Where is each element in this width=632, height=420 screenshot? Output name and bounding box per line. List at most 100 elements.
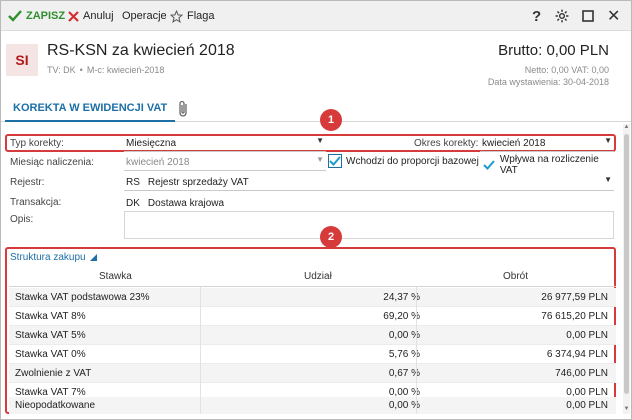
checkmark-icon [482, 158, 496, 172]
document-type-badge: SI [6, 44, 38, 76]
toolbar: ZAPISZ Anuluj Operacje Flaga ? ✕ [1, 1, 631, 31]
cell-obrot: 0,00 PLN [566, 330, 608, 341]
miesiac-naliczenia-select[interactable]: kwiecień 2018 ▼ [124, 155, 326, 171]
cell-obrot: 76 615,20 PLN [541, 311, 608, 322]
cell-udzial: 5,76 % [388, 349, 420, 360]
wplywa-label: Wpływa na rozliczenie VAT [499, 154, 599, 176]
cell-udzial: 24,37 % [383, 292, 420, 303]
operations-label: Operacje [122, 10, 167, 22]
chevron-down-icon: ▼ [604, 175, 612, 184]
chevron-down-icon: ▼ [316, 136, 324, 145]
cell-stawka: Stawka VAT 5% [15, 330, 86, 341]
help-label: ? [532, 7, 542, 25]
save-button[interactable]: ZAPISZ [8, 1, 65, 31]
close-x-icon [68, 10, 79, 22]
okres-korekty-label: Okres korekty: [414, 138, 479, 149]
miesiac-naliczenia-value: kwiecień 2018 [126, 157, 190, 168]
column-divider [200, 287, 201, 414]
cell-udzial: 0,67 % [388, 368, 420, 379]
maximize-button[interactable] [582, 1, 594, 31]
table-row[interactable]: Stawka VAT 5% 0,00 % 0,00 PLN [9, 326, 616, 345]
table-row[interactable]: Zwolnienie z VAT 0,67 % 746,00 PLN [9, 364, 616, 383]
cell-obrot: 0,00 PLN [566, 387, 608, 398]
maximize-icon [582, 10, 594, 22]
chevron-down-icon: ▼ [604, 136, 612, 145]
transakcja-field: DK Dostawa krajowa [124, 195, 614, 211]
cell-obrot: 6 374,94 PLN [546, 349, 608, 360]
paperclip-icon [179, 100, 187, 117]
document-subtitle: TV: DK • M-c: kwiecień-2018 [47, 65, 164, 75]
okres-korekty-select[interactable]: kwiecień 2018 ▼ [480, 136, 614, 152]
row-transakcja: Transakcja: DK Dostawa krajowa [6, 194, 618, 212]
separator-dot: • [79, 65, 83, 75]
cell-stawka: Stawka VAT 8% [15, 311, 86, 322]
operations-menu[interactable]: Operacje [122, 1, 167, 31]
struktura-title: Struktura zakupu [10, 252, 86, 263]
typ-korekty-value: Miesięczna [126, 138, 177, 149]
column-divider [416, 287, 417, 414]
chevron-down-icon: ▼ [316, 155, 324, 164]
flag-button[interactable]: Flaga [170, 1, 215, 31]
table-row[interactable]: Stawka VAT 0% 5,76 % 6 374,94 PLN [9, 345, 616, 364]
table-row[interactable]: Nieopodatkowane 0,00 % 0,00 PLN [9, 397, 616, 414]
cell-stawka: Stawka VAT 7% [15, 387, 86, 398]
row-opis: Opis: [6, 211, 618, 241]
miesiac-naliczenia-label: Miesiąc naliczenia: [10, 157, 94, 168]
checkmark-icon [328, 154, 342, 168]
wchodzi-label: Wchodzi do proporcji bazowej [346, 155, 479, 167]
gear-icon [555, 9, 569, 23]
checkmark-icon [8, 10, 22, 22]
close-button[interactable]: ✕ [607, 1, 620, 31]
transakcja-value: Dostawa krajowa [147, 197, 225, 209]
row-rejestr: Rejestr: RS Rejestr sprzedaży VAT ▼ [6, 174, 618, 192]
document-title: RS-KSN za kwiecień 2018 [47, 42, 235, 59]
cell-udzial: 0,00 % [388, 387, 420, 398]
opis-label: Opis: [10, 214, 34, 225]
okres-korekty-value: kwiecień 2018 [482, 138, 546, 149]
attachments-tab[interactable] [177, 100, 193, 118]
settings-button[interactable] [555, 1, 569, 31]
tab-korekta-vat[interactable]: KOREKTA W EWIDENCJI VAT [5, 96, 176, 122]
netto-vat-amount: Netto: 0,00 VAT: 0,00 [524, 65, 609, 75]
rejestr-select[interactable]: RS Rejestr sprzedaży VAT ▼ [124, 175, 614, 191]
cancel-label: Anuluj [83, 10, 114, 22]
column-header-udzial[interactable]: Udział [304, 271, 332, 282]
save-label: ZAPISZ [26, 10, 66, 22]
tab-bar: KOREKTA W EWIDENCJI VAT [1, 96, 631, 122]
annotation-badge-1: 1 [320, 109, 342, 131]
cell-stawka: Stawka VAT podstawowa 23% [15, 292, 150, 303]
star-icon [170, 9, 183, 23]
brutto-amount: Brutto: 0,00 PLN [498, 42, 609, 59]
cell-udzial: 0,00 % [388, 400, 420, 411]
wchodzi-checkbox[interactable]: Wchodzi do proporcji bazowej [328, 154, 479, 168]
scroll-up-icon[interactable]: ▲ [623, 124, 630, 130]
flag-label: Flaga [187, 10, 215, 22]
cell-udzial: 69,20 % [383, 311, 420, 322]
rejestr-code: RS [126, 177, 140, 188]
table-row[interactable]: Stawka VAT 8% 69,20 % 76 615,20 PLN [9, 307, 616, 326]
collapse-triangle-icon [89, 254, 97, 261]
annotation-badge-2: 2 [320, 226, 342, 248]
opis-textarea[interactable] [124, 211, 614, 239]
cell-udzial: 0,00 % [388, 330, 420, 341]
issue-date: Data wystawienia: 30-04-2018 [487, 77, 609, 87]
cell-stawka: Zwolnienie z VAT [15, 368, 92, 379]
struktura-zakupu-toggle[interactable]: Struktura zakupu [10, 252, 97, 263]
cancel-button[interactable]: Anuluj [68, 1, 114, 31]
scrollbar-thumb[interactable] [624, 134, 629, 394]
wplywa-checkbox[interactable]: Wpływa na rozliczenie VAT [482, 154, 618, 176]
month-text: M-c: kwiecień-2018 [86, 65, 165, 75]
column-header-stawka[interactable]: Stawka [99, 271, 132, 282]
table-row[interactable]: Stawka VAT podstawowa 23% 24,37 % 26 977… [9, 288, 616, 307]
typ-korekty-select[interactable]: Miesięczna ▼ [124, 136, 326, 152]
table-header: Stawka Udział Obrót [9, 266, 616, 287]
column-header-obrot[interactable]: Obrót [503, 271, 529, 282]
cell-stawka: Stawka VAT 0% [15, 349, 86, 360]
scroll-down-icon[interactable]: ▼ [623, 406, 630, 412]
vertical-scrollbar[interactable]: ▲ ▼ [623, 124, 630, 414]
cell-obrot: 746,00 PLN [555, 368, 608, 379]
close-icon: ✕ [607, 8, 621, 25]
help-button[interactable]: ? [532, 1, 541, 31]
row-typ-korekty: Typ korekty: Miesięczna ▼ Okres korekty:… [6, 135, 618, 153]
document-header: SI RS-KSN za kwiecień 2018 TV: DK • M-c:… [1, 32, 631, 92]
